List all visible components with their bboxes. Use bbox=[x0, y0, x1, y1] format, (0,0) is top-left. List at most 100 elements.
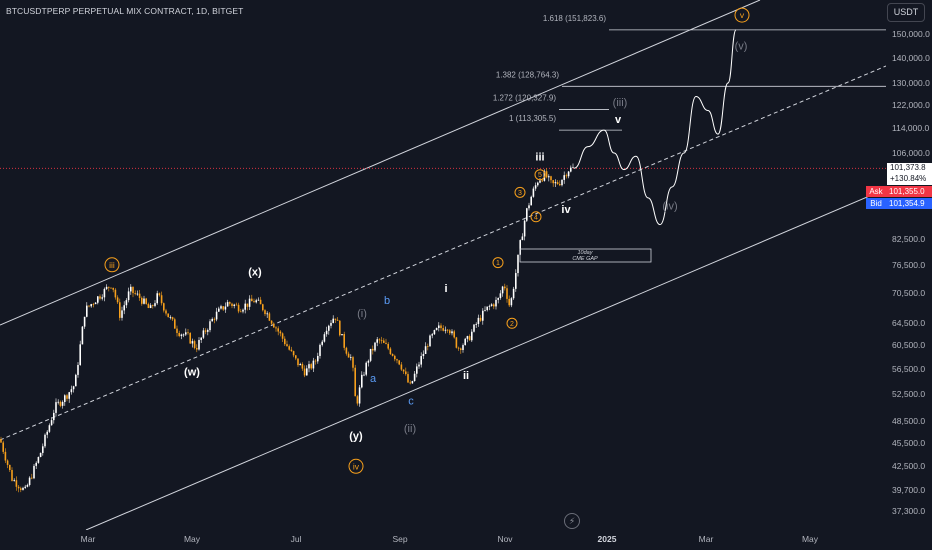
candle-body bbox=[490, 304, 493, 306]
candle-body bbox=[286, 344, 288, 347]
candle-body bbox=[86, 305, 88, 317]
candle-body bbox=[262, 304, 264, 311]
price-tick: 60,500.0 bbox=[892, 340, 926, 351]
candle-body bbox=[387, 343, 389, 349]
candle-body bbox=[420, 356, 422, 365]
wave-label-circle bbox=[506, 317, 518, 329]
wave-label-circle bbox=[514, 186, 526, 198]
candle-body bbox=[295, 355, 297, 359]
price-tick: 106,000.0 bbox=[892, 148, 930, 158]
candle-body bbox=[99, 296, 101, 299]
wave-label-circle bbox=[492, 257, 504, 269]
candle-body bbox=[361, 374, 363, 388]
candle-body bbox=[125, 300, 128, 306]
candle-body bbox=[277, 328, 279, 332]
candle-body bbox=[11, 470, 13, 481]
candle-body bbox=[163, 303, 165, 311]
candle-body bbox=[224, 306, 227, 310]
wave-label-circle bbox=[348, 458, 364, 474]
candle-body bbox=[57, 401, 59, 403]
time-scale[interactable]: Mar May Jul Sep Nov 2025 Mar May bbox=[0, 530, 886, 550]
candle-body bbox=[97, 296, 99, 303]
candle-body bbox=[369, 348, 372, 361]
price-tick: 39,700.0 bbox=[892, 484, 926, 495]
candle-body bbox=[407, 374, 409, 383]
candle-body bbox=[367, 360, 370, 363]
candle-body bbox=[299, 364, 301, 366]
candle-body bbox=[132, 286, 134, 294]
candle-body bbox=[347, 353, 350, 358]
lightning-icon[interactable]: ⚡ bbox=[564, 513, 580, 529]
candle-body bbox=[325, 330, 328, 335]
candle-body bbox=[284, 338, 286, 345]
time-tick: Mar bbox=[698, 534, 714, 544]
wave-label: 3 bbox=[518, 190, 522, 197]
candle-body bbox=[101, 297, 103, 299]
candle-body bbox=[528, 205, 530, 209]
candle-body bbox=[405, 371, 407, 375]
candle-body bbox=[416, 366, 418, 374]
fib-level-label: 1.272 (120,327.9) bbox=[493, 94, 556, 103]
candle-body bbox=[334, 318, 337, 320]
candle-body bbox=[112, 287, 114, 290]
currency-button[interactable]: USDT bbox=[887, 3, 925, 22]
candle-body bbox=[220, 306, 222, 309]
candle-body bbox=[281, 333, 284, 339]
candle-body bbox=[482, 310, 484, 321]
candle-body bbox=[154, 303, 156, 306]
candle-body bbox=[180, 334, 183, 337]
candle-body bbox=[422, 353, 425, 357]
price-scale[interactable]: 150,000.0 140,000.0 130,000.0 122,000.0 114,… bbox=[886, 24, 932, 530]
candle-body bbox=[209, 321, 211, 331]
candle-body bbox=[13, 480, 15, 482]
candle-body bbox=[521, 236, 524, 241]
candle-body bbox=[512, 288, 515, 299]
wave-label: (y) bbox=[349, 430, 363, 442]
candle-body bbox=[64, 395, 66, 402]
candle-body bbox=[187, 332, 189, 334]
candle-body bbox=[244, 303, 246, 310]
candle-body bbox=[394, 355, 396, 360]
candle-body bbox=[28, 477, 31, 486]
candle-body bbox=[541, 180, 543, 182]
candle-body bbox=[160, 295, 163, 304]
candle-body bbox=[191, 341, 194, 344]
wave-label: iv bbox=[353, 461, 360, 471]
candle-body bbox=[149, 305, 152, 308]
candle-body bbox=[143, 298, 145, 304]
candle-body bbox=[94, 302, 97, 305]
candle-body bbox=[292, 351, 295, 356]
candle-body bbox=[398, 360, 400, 365]
candle-body bbox=[53, 412, 55, 421]
candle-body bbox=[275, 327, 277, 329]
candle-body bbox=[350, 357, 352, 358]
wave-labels: iii(x)(w)(i)bac(ii)(y)iviii12345iiiiv(ii… bbox=[104, 7, 750, 474]
price-chart[interactable]: 1.618 (151,823.6) 1.382 (128,764.3) 1.272 … bbox=[0, 0, 886, 530]
candle-body bbox=[15, 480, 18, 487]
candle-body bbox=[567, 171, 570, 177]
candle-body bbox=[108, 286, 110, 288]
candle-body bbox=[534, 185, 537, 189]
channel-median-line bbox=[0, 65, 886, 441]
candle-body bbox=[233, 304, 235, 306]
candle-body bbox=[90, 304, 92, 307]
wave-label-circle bbox=[534, 169, 546, 181]
candle-body bbox=[50, 420, 53, 426]
bid-label: Bid bbox=[866, 198, 886, 209]
symbol-title[interactable]: BTCUSDTPERP PERPETUAL MIX CONTRACT, 1D, … bbox=[6, 6, 244, 16]
candle-body bbox=[343, 334, 345, 348]
last-price-label: 101,373.8 +130.84% bbox=[887, 163, 932, 185]
wave-label: (iv) bbox=[662, 200, 677, 212]
candle-body bbox=[429, 335, 431, 347]
candle-body bbox=[378, 339, 381, 341]
bid-price-label: Bid 101,354.9 bbox=[866, 198, 932, 209]
candle-body bbox=[31, 477, 33, 479]
candle-body bbox=[72, 386, 75, 390]
candle-body bbox=[433, 330, 436, 335]
candle-body bbox=[211, 318, 213, 322]
candle-body bbox=[345, 347, 348, 354]
candle-body bbox=[556, 182, 559, 185]
candle-body bbox=[268, 313, 271, 321]
candle-body bbox=[226, 302, 229, 307]
channel-upper-line bbox=[0, 0, 761, 326]
